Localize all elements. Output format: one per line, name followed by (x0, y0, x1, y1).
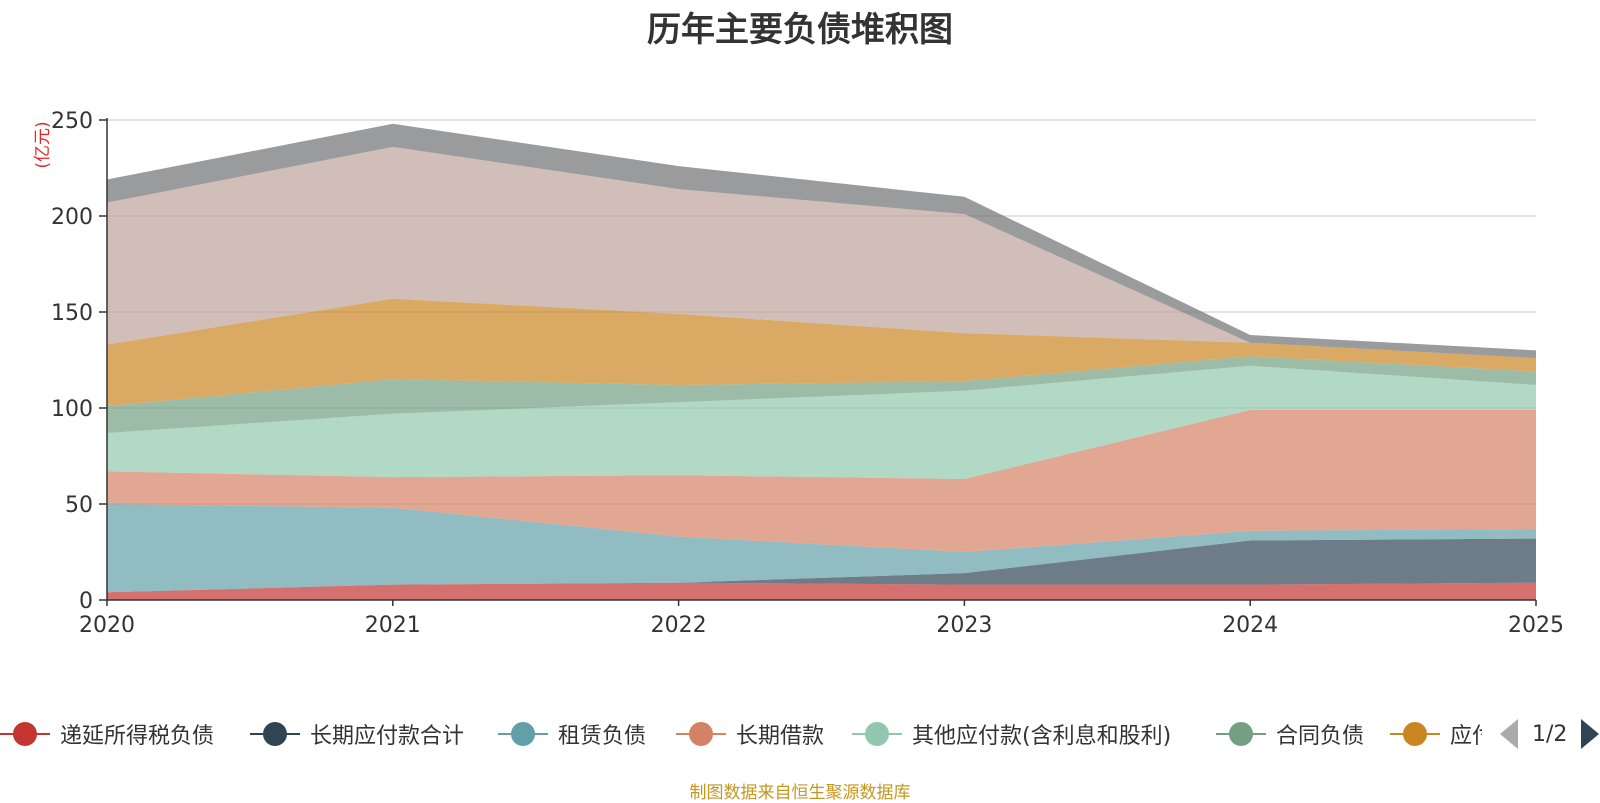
x-tick-label: 2023 (936, 613, 992, 638)
legend-item[interactable]: 递延所得税负债 (0, 714, 214, 754)
area-series-1 (107, 582, 1536, 600)
legend-item[interactable]: 长期应付款合计 (250, 714, 464, 754)
y-tick-label: 0 (79, 589, 93, 614)
x-tick-label: 2021 (365, 613, 421, 638)
legend-item[interactable]: 长期借款 (676, 714, 824, 754)
legend-label: 应付账款 (1450, 724, 1482, 749)
data-source-note: 制图数据来自恒生聚源数据库 (689, 783, 911, 803)
legend-label: 递延所得税负债 (60, 724, 215, 749)
area-series-6 (107, 356, 1536, 433)
x-tick-label: 2024 (1222, 613, 1278, 638)
legend-label: 长期应付款合计 (310, 724, 465, 749)
y-tick-label: 250 (51, 109, 93, 134)
legend-item[interactable]: 合同负债 (1216, 714, 1364, 754)
x-tick-label: 2025 (1508, 613, 1564, 638)
legend-label: 合同负债 (1276, 724, 1365, 749)
area-series-5 (107, 365, 1536, 479)
y-tick-label: 100 (51, 397, 93, 422)
x-tick-label: 2022 (651, 613, 707, 638)
y-tick-label: 200 (51, 205, 93, 230)
legend-marker-icon (676, 722, 726, 746)
legend-label: 其他应付款(含利息和股利) (912, 724, 1172, 749)
area-series-8 (107, 146, 1536, 359)
legend-marker-icon (498, 722, 548, 746)
legend-label: 长期借款 (736, 724, 825, 749)
y-axis-unit-label: (亿元) (33, 121, 53, 168)
legend-pager: 1/2 (1500, 717, 1600, 751)
legend-marker-icon (852, 722, 902, 746)
legend-item[interactable]: 其他应付款(含利息和股利) (852, 714, 1171, 754)
y-tick-label: 150 (51, 301, 93, 326)
legend-marker-icon (0, 722, 50, 746)
area-series-4 (107, 409, 1536, 552)
legend-page-indicator: 1/2 (1532, 721, 1568, 747)
legend-marker-icon (1216, 722, 1266, 746)
x-tick-label: 2020 (79, 613, 135, 638)
area-series-7 (107, 298, 1536, 407)
legend-label: 租赁负债 (558, 724, 647, 749)
legend: 递延所得税负债 长期应付款合计 租赁负债 长期借款 其他应付款(含利息和股利) 合同负债 应… (0, 714, 1482, 754)
legend-item[interactable]: 租赁负债 (498, 714, 646, 754)
legend-marker-icon (1390, 722, 1440, 746)
y-tick-label: 50 (65, 493, 93, 518)
legend-marker-icon (250, 722, 300, 746)
chart-title: 历年主要负债堆积图 (647, 10, 953, 50)
area-series-3 (107, 504, 1536, 593)
legend-item[interactable]: 应付账款 (1390, 714, 1482, 754)
legend-prev-icon[interactable] (1500, 719, 1518, 749)
legend-next-icon[interactable] (1581, 719, 1600, 749)
area-series-2 (107, 538, 1536, 593)
